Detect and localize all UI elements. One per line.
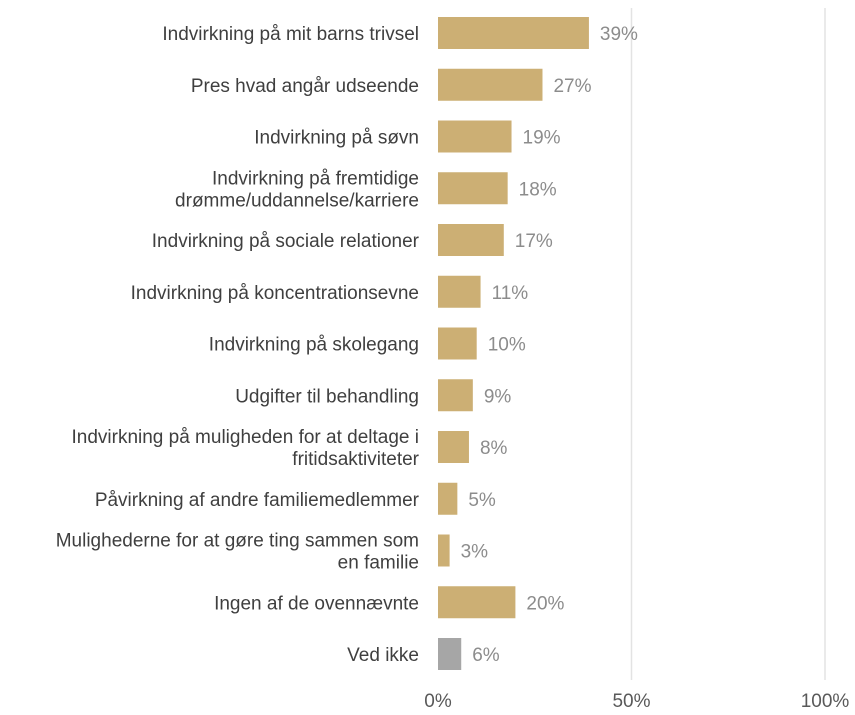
value-label-11: 20% <box>526 593 564 614</box>
bar-6 <box>438 327 477 360</box>
bar-9 <box>438 482 458 515</box>
category-label-2: Indvirkning på søvn <box>254 128 419 149</box>
value-label-5: 11% <box>492 283 529 304</box>
category-label-1: Pres hvad angår udseende <box>191 76 419 97</box>
bar-10 <box>438 534 450 567</box>
value-label-0: 39% <box>600 24 638 45</box>
category-label-line: fritidsaktiviteter <box>292 449 419 470</box>
category-label-0: Indvirkning på mit barns trivsel <box>162 24 419 45</box>
x-axis-ticks: 0% 50% 100% <box>424 691 849 712</box>
bar-1 <box>438 68 543 101</box>
value-label-12: 6% <box>472 645 500 666</box>
category-label-6: Indvirkning på skolegang <box>209 335 419 356</box>
category-label-line: Ved ikke <box>347 645 419 666</box>
category-label-line: Påvirkning af andre familiemedlemmer <box>95 490 420 511</box>
category-label-line: Mulighederne for at gøre ting sammen som <box>56 531 419 552</box>
category-label-8: Indvirkning på muligheden for at deltage… <box>71 427 419 470</box>
bar-3 <box>438 172 508 205</box>
bars <box>438 17 589 670</box>
bar-0 <box>438 17 589 49</box>
bar-7 <box>438 379 473 412</box>
category-label-line: Ingen af de ovennævnte <box>214 593 419 614</box>
category-label-line: Pres hvad angår udseende <box>191 76 419 97</box>
bar-11 <box>438 586 516 619</box>
category-label-line: Indvirkning på søvn <box>254 128 419 149</box>
category-label-line: en familie <box>338 553 419 574</box>
value-labels: 39% 27% 19% 18% 17% 11% 10% 9% 8% 5% 3% 20% 6% <box>461 24 638 666</box>
category-label-line: Indvirkning på muligheden for at deltage… <box>71 427 419 448</box>
category-label-9: Påvirkning af andre familiemedlemmer <box>95 490 420 511</box>
bar-8 <box>438 431 469 463</box>
category-label-line: Indvirkning på sociale relationer <box>152 231 420 252</box>
value-label-10: 3% <box>461 542 489 563</box>
bar-4 <box>438 224 504 256</box>
x-tick-label-100: 100% <box>801 691 850 712</box>
category-label-5: Indvirkning på koncentrationsevne <box>131 283 419 304</box>
bar-12 <box>438 638 462 670</box>
category-label-line: Indvirkning på skolegang <box>209 335 419 356</box>
category-label-7: Udgifter til behandling <box>235 386 419 407</box>
value-label-6: 10% <box>488 335 526 356</box>
value-label-3: 18% <box>519 179 557 200</box>
category-label-10: Mulighederne for at gøre ting sammen som… <box>56 531 419 574</box>
category-labels: Indvirkning på mit barns trivsel Pres hva… <box>56 24 420 666</box>
category-label-line: Indvirkning på mit barns trivsel <box>162 24 419 45</box>
category-label-3: Indvirkning på fremtidige drømme/uddannel… <box>175 168 419 211</box>
value-label-7: 9% <box>484 386 512 407</box>
category-label-12: Ved ikke <box>347 645 419 666</box>
category-label-line: Indvirkning på koncentrationsevne <box>131 283 419 304</box>
category-label-line: Indvirkning på fremtidige <box>212 168 419 189</box>
x-tick-label-50: 50% <box>612 691 650 712</box>
bar-2 <box>438 120 512 153</box>
category-label-line: drømme/uddannelse/karriere <box>175 190 419 211</box>
value-label-1: 27% <box>553 76 591 97</box>
value-label-2: 19% <box>523 128 561 149</box>
value-label-8: 8% <box>480 438 508 459</box>
value-label-4: 17% <box>515 231 553 252</box>
gridlines <box>630 8 826 680</box>
category-label-11: Ingen af de ovennævnte <box>214 593 419 614</box>
x-tick-label-0: 0% <box>424 691 452 712</box>
category-label-4: Indvirkning på sociale relationer <box>152 231 420 252</box>
bar-5 <box>438 275 481 308</box>
category-label-line: Udgifter til behandling <box>235 386 419 407</box>
value-label-9: 5% <box>468 490 496 511</box>
